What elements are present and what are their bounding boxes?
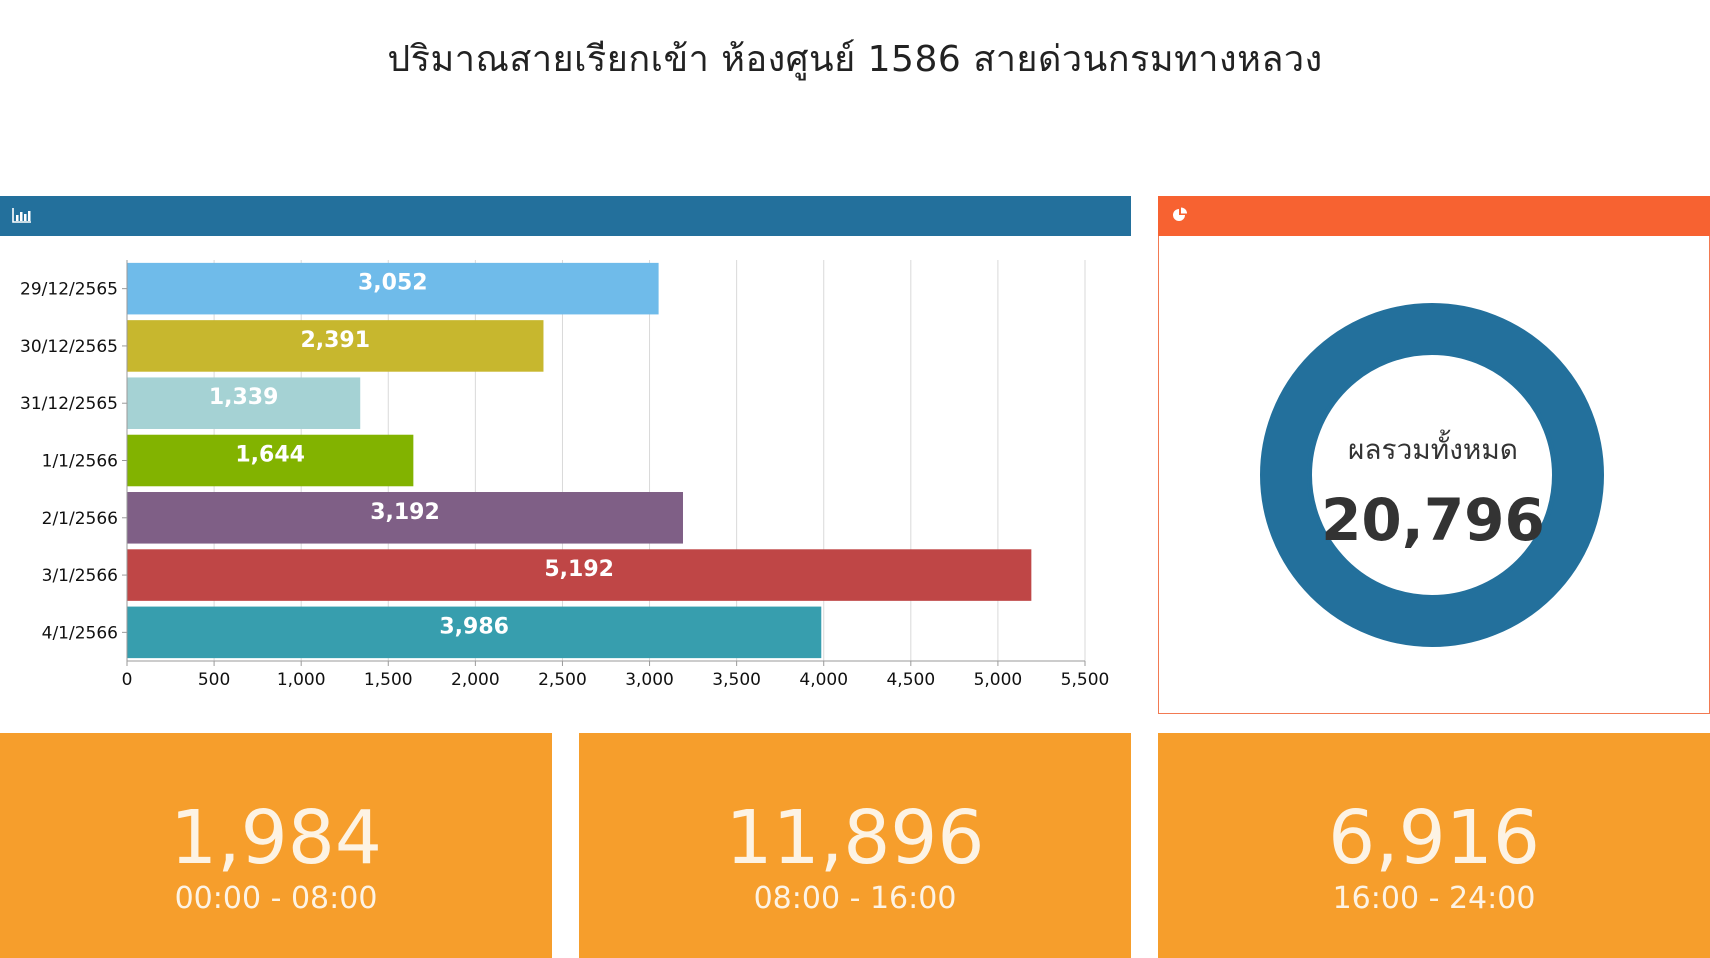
x-tick-label: 3,500: [712, 670, 761, 690]
category-label: 2/1/2566: [42, 509, 118, 529]
bar-chart-icon: [12, 207, 32, 227]
category-label: 30/12/2565: [20, 337, 118, 357]
bar-chart: 3,052 2,391 1,339 1,644 3,192 5,192 3,986 0 500…: [20, 260, 1110, 690]
total-donut: [1260, 303, 1604, 647]
x-tick-label: 1,000: [277, 670, 326, 690]
shift-card-evening: 6,916 16:00 - 24:00: [1158, 733, 1710, 958]
bar-value-label: 1,644: [235, 443, 305, 468]
pie-chart-icon: [1172, 207, 1188, 227]
bar: [127, 492, 683, 544]
total-caption: ผลรวมทั้งหมด: [1347, 433, 1518, 466]
bar: [127, 606, 822, 659]
bar: [127, 549, 1032, 601]
shift-value: 11,896: [725, 795, 985, 881]
bar: [127, 377, 361, 429]
shift-card-day: 11,896 08:00 - 16:00: [579, 733, 1131, 958]
x-tick-label: 1,500: [364, 670, 413, 690]
shift-value: 1,984: [170, 795, 382, 881]
bar-panel-header: [0, 196, 1131, 236]
pie-panel-header: [1158, 196, 1710, 236]
x-tick-label: 500: [198, 670, 230, 690]
bar: [127, 320, 544, 372]
x-tick-label: 5,000: [974, 670, 1023, 690]
shift-range: 08:00 - 16:00: [753, 881, 957, 916]
shift-card-night: 1,984 00:00 - 08:00: [0, 733, 552, 958]
x-tick-label: 2,500: [538, 670, 587, 690]
category-label: 29/12/2565: [20, 280, 118, 300]
category-label: 1/1/2566: [42, 452, 118, 472]
shift-range: 00:00 - 08:00: [174, 881, 378, 916]
x-tick-label: 3,000: [625, 670, 674, 690]
bar: [127, 434, 414, 487]
category-label: 3/1/2566: [42, 566, 118, 586]
x-tick-label: 4,500: [886, 670, 935, 690]
x-tick-label: 0: [122, 670, 133, 690]
bar-value-label: 1,339: [209, 385, 279, 410]
bar-value-label: 3,986: [439, 614, 509, 639]
category-label: 31/12/2565: [20, 394, 118, 414]
bar-value-label: 3,052: [358, 271, 428, 296]
bar-value-label: 3,192: [370, 500, 440, 525]
shift-range: 16:00 - 24:00: [1332, 881, 1536, 916]
x-tick-label: 4,000: [799, 670, 848, 690]
bar: [127, 262, 659, 315]
bar-value-label: 5,192: [544, 557, 614, 582]
shift-value: 6,916: [1328, 795, 1540, 881]
total-value: 20,796: [1321, 486, 1545, 554]
page-title: ปริมาณสายเรียกเข้า ห้องศูนย์ 1586 สายด่ว…: [387, 39, 1323, 80]
bar-value-label: 2,391: [300, 328, 370, 353]
category-label: 4/1/2566: [42, 623, 118, 643]
x-tick-label: 2,000: [451, 670, 500, 690]
x-tick-label: 5,500: [1061, 670, 1110, 690]
